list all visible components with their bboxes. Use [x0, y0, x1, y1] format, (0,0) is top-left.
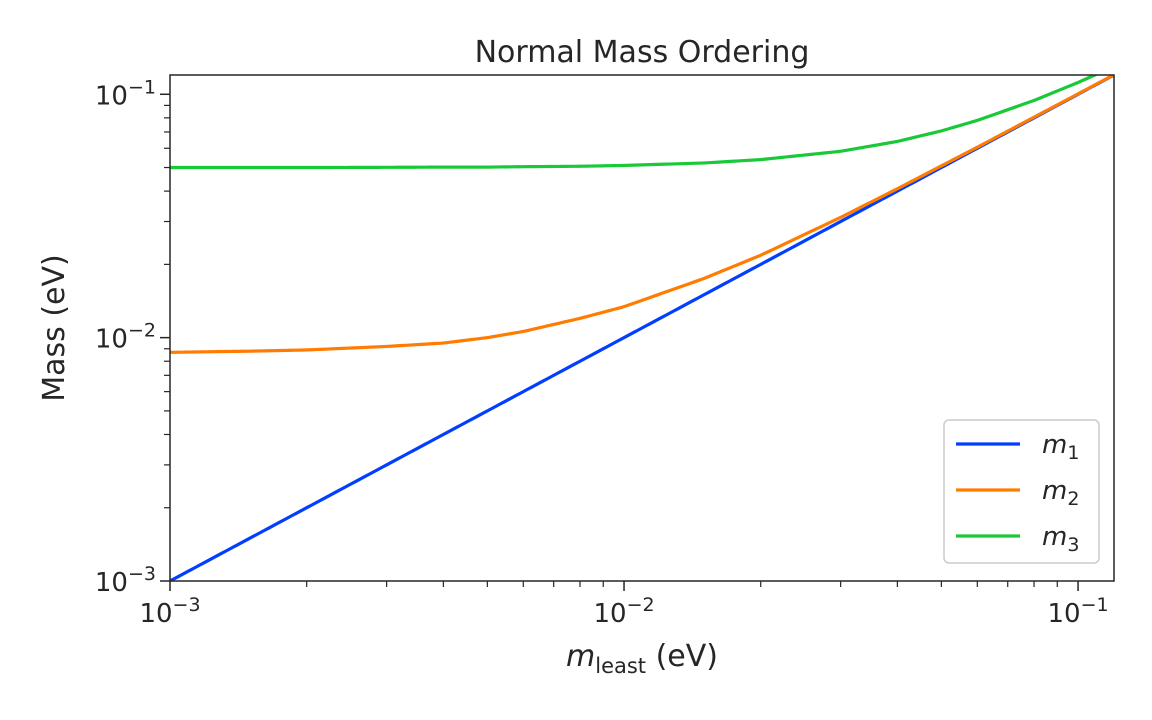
series-line-m3 — [170, 75, 1099, 170]
y-tick-label: 10−1 — [95, 76, 156, 111]
plot-frame — [169, 74, 1115, 582]
legend-label-m2: m2 — [1042, 476, 1079, 510]
x-axis-title: mleast (eV) — [566, 639, 718, 678]
legend-box — [943, 419, 1100, 564]
x-tick-label: 10−1 — [1047, 594, 1108, 629]
x-tick-label: 10−3 — [139, 594, 200, 629]
x-axis: 10−3 10−2 10−1 — [139, 581, 1109, 629]
legend-label-m1: m1 — [1042, 430, 1079, 464]
y-tick-label: 10−3 — [95, 563, 156, 598]
chart-title: Normal Mass Ordering — [475, 35, 810, 70]
legend: m1 m2 m3 — [943, 419, 1100, 564]
y-axis: 10−3 10−2 10−1 — [95, 76, 170, 598]
legend-label-m3: m3 — [1042, 522, 1079, 556]
x-axis-title-sub: least — [595, 654, 646, 678]
plot-area — [169, 74, 1115, 582]
y-tick-label: 10−2 — [95, 320, 156, 355]
x-tick-label: 10−2 — [593, 594, 654, 629]
series-line-m2 — [170, 75, 1114, 354]
x-axis-title-unit: (eV) — [646, 639, 718, 674]
series-layer — [170, 75, 1114, 581]
x-axis-title-main: m — [566, 639, 595, 674]
y-axis-title: Mass (eV) — [37, 254, 72, 401]
